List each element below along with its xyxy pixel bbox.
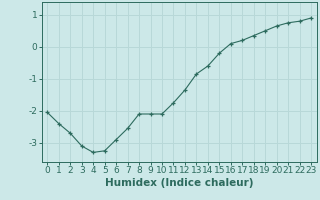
X-axis label: Humidex (Indice chaleur): Humidex (Indice chaleur) <box>105 178 253 188</box>
